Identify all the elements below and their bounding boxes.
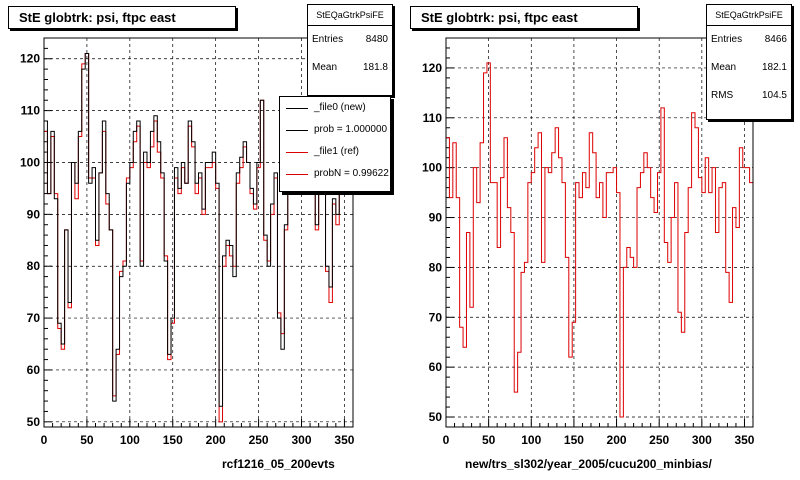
right-series-ref-line <box>446 62 753 418</box>
legend-label-prob: prob = 1.000000 <box>314 124 388 135</box>
legend-entry-new: _file0 (new) <box>280 97 390 119</box>
left-y-tick-label: 60 <box>27 363 41 377</box>
left-y-tick-label: 110 <box>21 104 41 118</box>
right-x-tick-label: 200 <box>607 433 627 447</box>
right-y-tick-label: 60 <box>429 360 443 374</box>
right-stats-mean: Mean 182.1 <box>707 54 791 82</box>
left-entries-value: 8480 <box>365 34 388 45</box>
left-stats-name: StEQaGtrkPsiFE <box>308 5 392 26</box>
right-x-tick-label: 50 <box>482 433 496 447</box>
right-y-tick-label: 90 <box>429 211 443 225</box>
left-stats-entries: Entries 8480 <box>308 26 392 54</box>
legend-label-ref: _file1 (ref) <box>314 146 360 157</box>
right-chart-title: StE globtrk: psi, ftpc east <box>410 6 638 29</box>
right-x-tick-label: 0 <box>443 433 450 447</box>
right-xaxis-label: new/trs_sl302/year_2005/cucu200_minbias/ <box>465 457 712 471</box>
right-stats-entries: Entries 8466 <box>707 26 791 54</box>
right-x-tick-label: 100 <box>521 433 541 447</box>
left-y-tick-label: 70 <box>27 311 41 325</box>
left-legend: _file0 (new) prob = 1.000000 _file1 (ref… <box>279 96 391 192</box>
right-x-tick-label: 350 <box>734 433 754 447</box>
left-x-tick-label: 50 <box>80 433 94 447</box>
right-rms-value: 104.5 <box>761 90 787 101</box>
legend-line-ref <box>286 152 308 153</box>
right-y-tick-label: 80 <box>429 260 443 274</box>
right-entries-value: 8466 <box>764 34 787 45</box>
right-plot-border <box>445 37 754 428</box>
right-x-tick-label: 300 <box>692 433 712 447</box>
legend-label-probn: probN = 0.99622 <box>314 168 389 179</box>
legend-entry-prob: prob = 1.000000 <box>280 119 390 141</box>
left-plot-border <box>43 37 354 428</box>
left-stats-box: StEQaGtrkPsiFE Entries 8480 Mean 181.8 <box>307 4 393 96</box>
right-rms-label: RMS <box>711 90 734 101</box>
right-y-tick-label: 110 <box>423 111 443 125</box>
left-x-tick-label: 100 <box>120 433 140 447</box>
left-y-tick-label: 80 <box>27 259 41 273</box>
right-mean-label: Mean <box>711 62 737 73</box>
left-y-tick-label: 50 <box>27 415 41 429</box>
right-y-tick-label: 120 <box>422 61 442 75</box>
right-x-tick-label: 250 <box>649 433 669 447</box>
left-chart-title: StE globtrk: psi, ftpc east <box>8 6 236 29</box>
legend-line-probn <box>286 174 308 175</box>
left-xaxis-label: rcf1216_05_200evts <box>222 457 335 471</box>
left-x-tick-label: 0 <box>41 433 48 447</box>
right-y-tick-label: 70 <box>429 310 443 324</box>
left-stats-mean: Mean 181.8 <box>308 54 392 82</box>
legend-label-new: _file0 (new) <box>314 102 366 113</box>
right-stats-name: StEQaGtrkPsiFE <box>707 5 791 26</box>
left-mean-value: 181.8 <box>362 62 388 73</box>
right-mean-value: 182.1 <box>761 62 787 73</box>
legend-entry-probn: probN = 0.99622 <box>280 163 390 185</box>
left-x-tick-label: 350 <box>334 433 354 447</box>
right-x-tick-label: 150 <box>564 433 584 447</box>
left-x-tick-label: 300 <box>291 433 311 447</box>
left-x-tick-label: 250 <box>249 433 269 447</box>
left-x-tick-label: 200 <box>206 433 226 447</box>
legend-line-prob <box>286 130 308 131</box>
left-mean-label: Mean <box>312 62 338 73</box>
left-entries-label: Entries <box>312 34 344 45</box>
right-entries-label: Entries <box>711 34 743 45</box>
right-y-tick-label: 100 <box>422 161 442 175</box>
left-y-tick-label: 120 <box>20 52 40 66</box>
right-y-tick-label: 50 <box>429 410 443 424</box>
right-stats-rms: RMS 104.5 <box>707 82 791 110</box>
left-y-tick-label: 90 <box>27 207 41 221</box>
left-y-tick-label: 100 <box>20 155 40 169</box>
legend-entry-ref: _file1 (ref) <box>280 141 390 163</box>
right-stats-box: StEQaGtrkPsiFE Entries 8466 Mean 182.1 R… <box>706 4 792 120</box>
left-x-tick-label: 150 <box>163 433 183 447</box>
legend-line-new <box>286 108 308 109</box>
